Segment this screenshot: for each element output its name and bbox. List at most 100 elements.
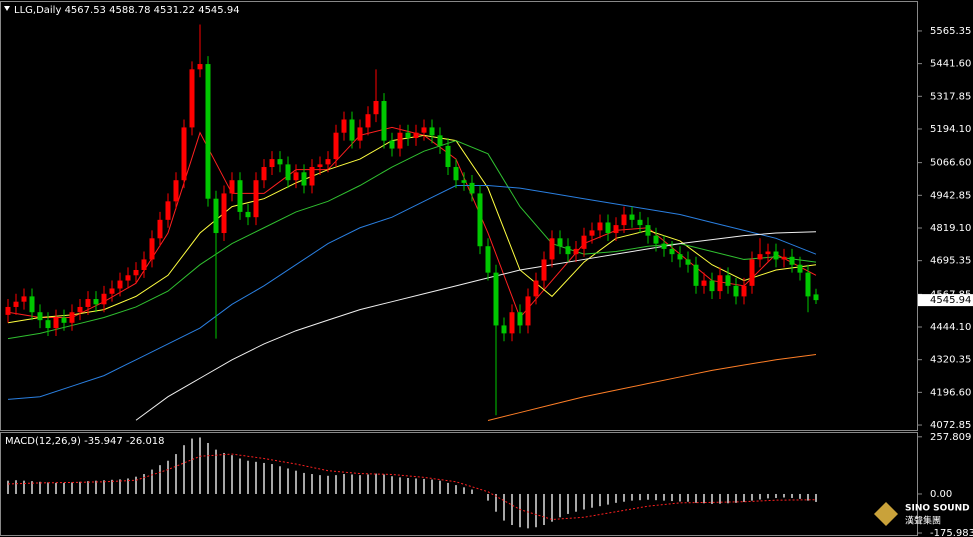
candle-body [333,132,339,160]
candle-body [205,64,211,199]
candle-body [637,219,643,226]
candle-body [573,248,579,255]
menu-icon [4,6,10,11]
macd-header: MACD(12,26,9) -35.947 -26.018 [5,436,165,447]
candle-body [509,312,515,334]
price-panel [0,1,918,431]
y-tick-label: 4320.35 [930,355,971,366]
candle-body [21,296,27,302]
candle-body [133,269,139,276]
candle-body [733,285,739,297]
candle-body [157,219,163,239]
candle-body [565,246,571,255]
candle-body [101,293,107,305]
candle-body [277,159,283,165]
y-tick-label: 4444.10 [930,322,971,333]
y-tick-label: 4196.60 [930,387,971,398]
candle-body [197,64,203,70]
y-tick-label: 4072.85 [930,420,971,431]
candle-body [781,256,787,260]
candle-body [517,312,523,326]
candle-body [749,259,755,286]
y-tick-label: 5565.35 [930,26,971,37]
candle-body [549,238,555,260]
candle-body [813,294,819,301]
y-tick-label: 257.809 [930,432,971,443]
candle-body [805,272,811,297]
candle-body [221,193,227,234]
candle-body [189,69,195,128]
ohlc-low: 4531.22 [154,5,195,16]
candle-body [605,222,611,234]
candle-body [213,198,219,234]
candle-body [253,180,259,218]
y-tick-label: 5441.60 [930,59,971,70]
candle-body [181,127,187,181]
candle-body [45,320,51,329]
candle-body [77,306,83,313]
candle-body [677,254,683,260]
candle-body [653,235,659,244]
candle-body [765,251,771,255]
candle-body [597,222,603,231]
candle-body [429,127,435,136]
candle-body [581,235,587,249]
candle-body [645,225,651,236]
y-tick-label: -175.983 [930,528,973,537]
candle-body [237,180,243,212]
candle-body [13,301,19,307]
y-tick-label: 5066.60 [930,158,971,169]
candle-body [701,280,707,286]
candle-body [261,167,267,181]
logo-subtitle: 漢聲集團 [905,515,941,527]
candle-body [149,238,155,260]
candle-body [541,259,547,281]
candle-body [37,312,43,321]
candle-body [53,317,59,329]
candle-body [381,101,387,141]
candle-body [453,167,459,181]
moving-average [135,231,817,421]
candle-body [229,180,235,194]
candle-body [269,159,275,168]
candle-body [389,140,395,149]
candle-body [125,275,131,281]
candle-body [69,312,75,323]
candle-body [589,230,595,236]
price-label: 4545.94 [930,295,971,306]
candle-body [301,172,307,186]
candle-body [789,256,795,265]
signal-line [7,453,817,520]
candle-body [349,119,355,141]
candle-body [525,296,531,326]
candle-body [365,114,371,128]
candle-body [669,248,675,255]
candle-body [93,299,99,305]
macd-value: -35.947 [84,436,123,447]
candle-body [317,164,323,168]
candle-body [293,172,299,181]
candle-body [685,259,691,265]
candle-body [461,180,467,183]
candle-body [141,259,147,270]
candle-body [285,164,291,181]
candle-body [557,238,563,247]
candle-body [477,193,483,247]
y-tick-label: 4942.85 [930,190,971,201]
price-label-box [918,294,973,307]
moving-average [487,353,817,421]
candle-body [165,201,171,220]
candle-body [397,132,403,149]
logo: SINO SOUND 漢聲集團 [874,502,970,527]
candle-body [29,296,35,313]
logo-icon [874,502,898,526]
chart-header: LLG,Daily 4567.53 4588.78 4531.22 4545.9… [14,5,240,16]
candle-body [709,280,715,292]
ohlc-open: 4567.53 [65,5,106,16]
candle-body [357,127,363,141]
candle-body [621,214,627,226]
candle-body [797,264,803,273]
candle-body [245,211,251,218]
candle-body [661,243,667,249]
